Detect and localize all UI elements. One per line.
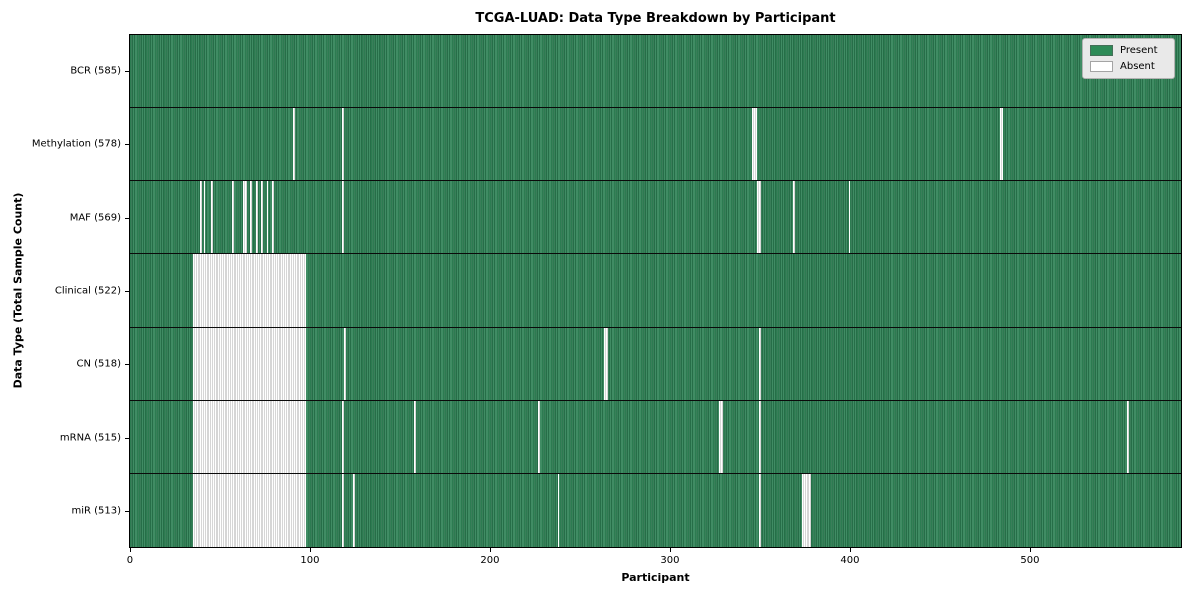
heatmap-row-mir	[130, 473, 1181, 547]
legend-entry-absent: Absent	[1090, 61, 1166, 72]
legend-present-label: Present	[1120, 45, 1158, 56]
y-tick-label-bcr: BCR (585)	[70, 65, 121, 77]
x-tick-mark	[1029, 548, 1031, 552]
chart-title: TCGA-LUAD: Data Type Breakdown by Partic…	[475, 11, 836, 26]
absent-segment	[848, 181, 851, 254]
x-tick-label-400: 400	[840, 555, 860, 566]
absent-segment	[604, 327, 608, 400]
absent-segment	[352, 473, 355, 547]
absent-segment	[757, 181, 761, 254]
y-tick-mark	[125, 437, 129, 439]
x-tick-label-0: 0	[126, 555, 134, 566]
absent-segment	[751, 108, 757, 181]
absent-segment	[1127, 400, 1129, 473]
absent-segment	[261, 181, 263, 254]
absent-segment	[758, 400, 761, 473]
heatmap-row-maf	[130, 181, 1181, 255]
absent-segment	[210, 181, 213, 254]
y-tick-label-methylation: Methylation (578)	[31, 138, 121, 150]
heatmap-row-clinical	[130, 254, 1181, 328]
absent-segment	[243, 181, 247, 254]
absent-segment	[792, 181, 795, 254]
absent-segment	[192, 473, 307, 547]
absent-segment	[192, 254, 307, 327]
legend-absent-label: Absent	[1120, 61, 1155, 72]
absent-segment	[250, 181, 253, 254]
y-tick-mark	[125, 217, 129, 219]
y-tick-mark	[125, 291, 129, 292]
heatmap-row-mrna	[130, 400, 1181, 474]
y-tick-mark	[125, 70, 129, 72]
y-tick-label-maf: MAF (569)	[69, 212, 121, 224]
absent-segment	[537, 400, 540, 473]
x-tick-mark	[309, 548, 311, 552]
absent-segment	[341, 473, 344, 547]
y-tick-label-mir: miR (513)	[71, 505, 121, 517]
x-tick-mark	[489, 548, 491, 552]
absent-segment	[758, 327, 761, 400]
y-tick-mark	[125, 364, 129, 366]
present-swatch-icon	[1090, 45, 1113, 56]
absent-swatch-icon	[1090, 61, 1113, 72]
absent-segment	[293, 108, 296, 181]
x-tick-mark	[129, 548, 131, 552]
y-tick-label-clinical: Clinical (522)	[54, 285, 121, 297]
absent-segment	[341, 181, 344, 254]
absent-segment	[758, 473, 761, 547]
legend: Present Absent	[1082, 38, 1175, 79]
y-tick-label-mrna: mRNA (515)	[59, 432, 121, 444]
x-tick-label-500: 500	[1020, 555, 1040, 566]
absent-segment	[719, 400, 723, 473]
y-tick-mark	[125, 144, 129, 146]
x-tick-label-200: 200	[480, 555, 500, 566]
absent-segment	[266, 181, 269, 254]
absent-segment	[200, 181, 202, 254]
legend-entry-present: Present	[1090, 45, 1166, 56]
absent-segment	[557, 473, 560, 547]
y-tick-label-cn: CN (518)	[76, 358, 121, 370]
absent-segment	[203, 181, 206, 254]
heatmap-row-methylation	[130, 108, 1181, 182]
absent-segment	[341, 400, 344, 473]
absent-segment	[413, 400, 416, 473]
plot-area	[129, 34, 1182, 548]
absent-segment	[343, 327, 346, 400]
absent-segment	[271, 181, 274, 254]
x-tick-mark	[669, 548, 671, 552]
x-tick-label-300: 300	[660, 555, 680, 566]
heatmap-row-cn	[130, 327, 1181, 401]
absent-segment	[192, 400, 307, 473]
heatmap-row-bcr	[130, 35, 1181, 109]
x-tick-mark	[849, 548, 851, 552]
absent-segment	[341, 108, 344, 181]
absent-segment	[192, 327, 307, 400]
absent-segment	[232, 181, 235, 254]
absent-segment	[801, 473, 811, 547]
absent-segment	[999, 108, 1004, 181]
absent-segment	[255, 181, 258, 254]
x-tick-label-100: 100	[300, 555, 320, 566]
y-tick-mark	[125, 511, 129, 513]
y-axis-label: Data Type (Total Sample Count)	[11, 192, 25, 389]
x-axis-label: Participant	[621, 571, 690, 584]
